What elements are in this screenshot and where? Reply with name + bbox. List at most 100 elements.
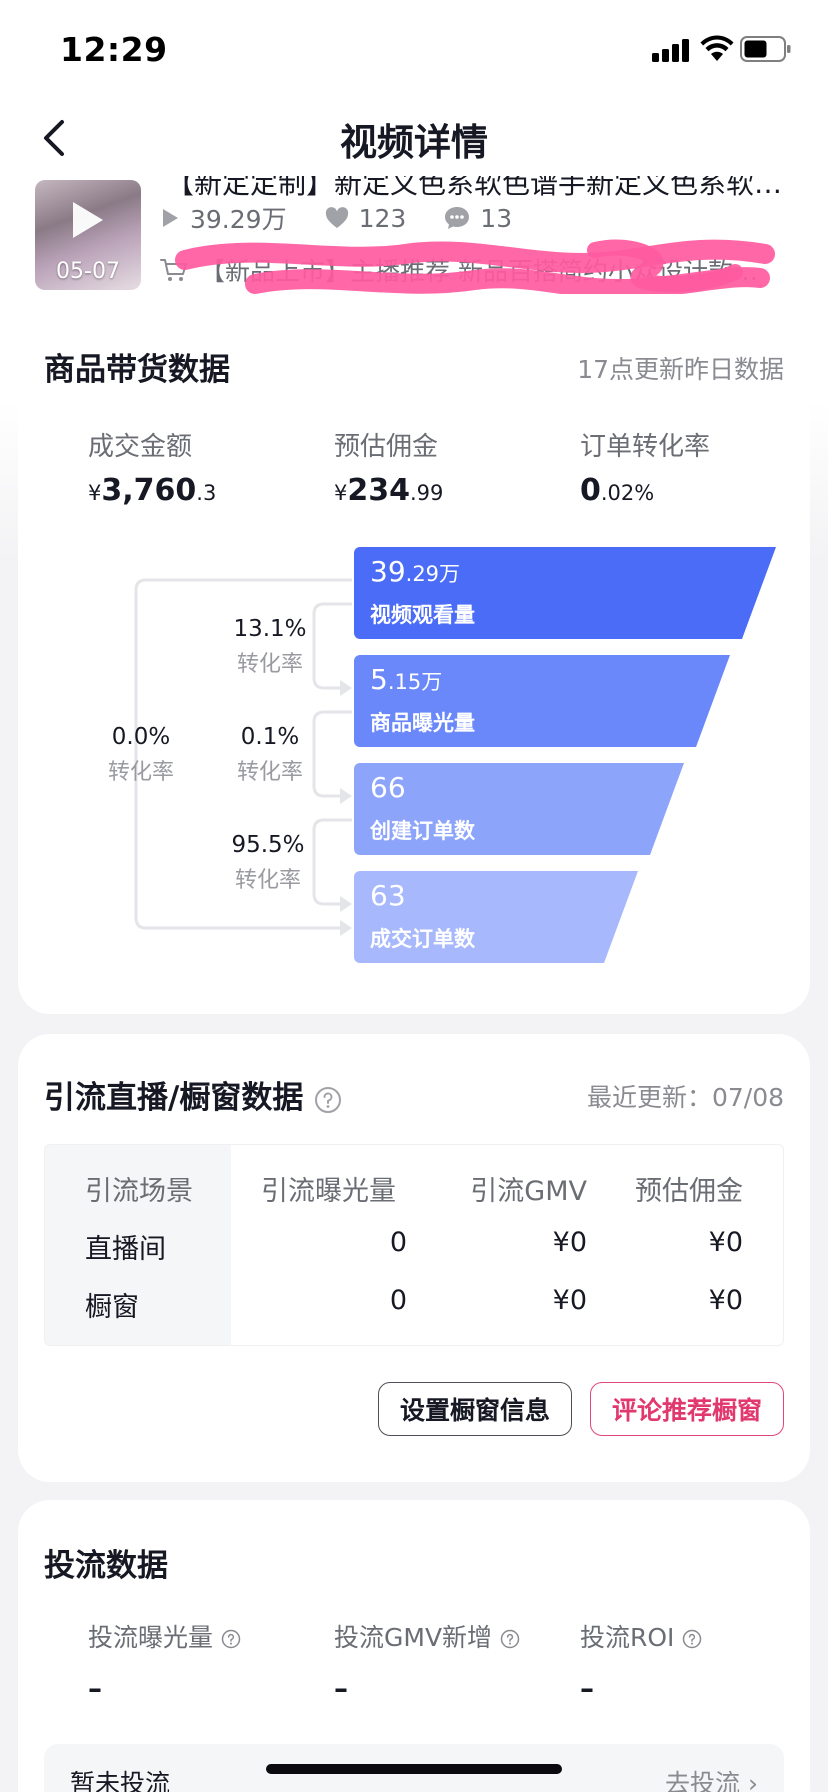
currency-symbol: ¥ (334, 481, 348, 505)
stage-value-fraction: .15万 (387, 670, 443, 694)
stage-value: 63 (370, 879, 406, 912)
comments-stat: 13 (444, 204, 512, 233)
table-header: 预估佣金 (635, 1176, 743, 1207)
comment-icon (445, 207, 470, 229)
metric-value: 0.02% (580, 473, 820, 508)
help-icon[interactable] (314, 1086, 342, 1114)
value-fraction: .99 (410, 481, 444, 505)
ads-data-card: 投流数据 投流曝光量 – 投流GMV新增 – 投流ROI – 暂未投流 去投流 … (18, 1500, 810, 1792)
help-icon[interactable] (500, 1629, 520, 1649)
ads-metric-value: – (580, 1672, 594, 1705)
table-first-column-bg (45, 1145, 231, 1345)
ads-status-text: 暂未投流 (70, 1769, 171, 1792)
thumbnail-date: 05-07 (56, 259, 120, 284)
traffic-title-text: 引流直播/橱窗数据 (44, 1080, 304, 1116)
table-cell: ¥0 (552, 1227, 587, 1258)
arrow-head (340, 680, 352, 696)
stage-value-main: 39 (370, 555, 406, 588)
stage-label: 视频观看量 (370, 603, 475, 627)
likes-count: 123 (358, 203, 407, 233)
metric-value: ¥234.99 (334, 473, 574, 508)
conversion-pct: 0.1% (240, 724, 300, 750)
funnel-stage-orders-created: 66 创建订单数 (354, 763, 684, 855)
ads-section-title: 投流数据 (44, 1548, 168, 1584)
value-fraction: .3 (196, 481, 217, 505)
connector-arrows (340, 680, 352, 936)
stage-label: 创建订单数 (370, 819, 475, 843)
play-icon (73, 202, 103, 238)
conversion-label: 转化率 (236, 760, 303, 785)
page-title: 视频详情 (340, 121, 488, 164)
metric-label: 订单转化率 (580, 432, 711, 462)
connector-lines (134, 578, 352, 930)
traffic-data-card: 引流直播/橱窗数据 最近更新：07/08 引流场景 引流曝光量 引流GMV 预估… (18, 1034, 810, 1482)
set-window-info-button[interactable]: 设置橱窗信息 (378, 1382, 572, 1436)
help-icon[interactable] (221, 1629, 241, 1649)
conversion-step2: 0.1% 转化率 (230, 724, 310, 786)
stage-label: 商品曝光量 (370, 711, 475, 735)
table-cell: 橱窗 (85, 1292, 139, 1323)
table-cell: 0 (389, 1285, 407, 1316)
funnel-stage-orders-completed: 63 成交订单数 (354, 871, 638, 963)
metric-commission: 预估佣金 ¥234.99 (334, 426, 574, 508)
funnel-connectors (134, 578, 352, 936)
ads-metric-value: – (88, 1672, 102, 1705)
ads-metric-gmv: 投流GMV新增 – (334, 1618, 520, 1705)
ads-metric-value: – (334, 1672, 348, 1705)
traffic-table: 引流场景 引流曝光量 引流GMV 预估佣金 直播间 0 ¥0 ¥0 橱窗 0 ¥… (44, 1144, 784, 1346)
conversion-label: 转化率 (107, 760, 174, 785)
go-promote-link[interactable]: 去投流 › (665, 1769, 758, 1792)
comment-recommend-window-button[interactable]: 评论推荐橱窗 (590, 1382, 784, 1436)
value-main: 3,760 (101, 473, 197, 508)
ads-metric-roi: 投流ROI – (580, 1618, 702, 1705)
stage-value-main: 63 (370, 879, 406, 912)
ads-metric-label-text: 投流GMV新增 (334, 1623, 493, 1652)
conversion-pct: 13.1% (233, 616, 307, 642)
value-main: 234 (347, 473, 410, 508)
likes-stat: 123 (325, 203, 407, 233)
stage-label: 成交订单数 (370, 927, 475, 951)
table-cell: ¥0 (552, 1285, 587, 1316)
table-header: 引流曝光量 (261, 1176, 396, 1207)
stage-value: 5.15万 (370, 663, 442, 696)
play-count-icon (163, 209, 178, 227)
video-thumbnail[interactable]: 05-07 (35, 180, 141, 290)
conversion-step3: 95.5% 转化率 (226, 832, 310, 894)
connector-overall (134, 578, 352, 930)
metric-gmv: 成交金额 ¥3,760.3 (88, 426, 328, 508)
cellular-signal-icon (652, 38, 692, 62)
help-icon[interactable] (682, 1629, 702, 1649)
views-count: 39.29万 (190, 205, 287, 234)
status-bar: 12:29 (0, 0, 828, 100)
ads-metric-exposure: 投流曝光量 – (88, 1618, 241, 1705)
stage-value-main: 66 (370, 771, 406, 804)
connector-step1 (312, 602, 352, 690)
ads-metric-label-text: 投流ROI (580, 1623, 675, 1652)
conversion-label: 转化率 (234, 868, 301, 893)
table-header: 引流场景 (85, 1176, 193, 1207)
arrow-head (340, 788, 352, 804)
ads-metric-label-text: 投流曝光量 (88, 1623, 214, 1652)
status-time: 12:29 (60, 30, 168, 69)
goods-update-note: 17点更新昨日数据 (577, 355, 784, 384)
table-cell: ¥0 (708, 1285, 743, 1316)
ads-metric-label: 投流GMV新增 (334, 1618, 520, 1654)
conversion-overall: 0.0% 转化率 (96, 724, 186, 786)
goods-section-title: 商品带货数据 (44, 352, 230, 388)
ads-metric-label: 投流曝光量 (88, 1618, 241, 1654)
metric-label: 成交金额 (88, 432, 193, 462)
conversion-label: 转化率 (236, 652, 303, 677)
traffic-section-title: 引流直播/橱窗数据 (44, 1072, 342, 1117)
value-main: 0 (580, 473, 601, 508)
connector-step3 (312, 818, 352, 906)
traffic-update-note: 最近更新：07/08 (586, 1083, 784, 1112)
conversion-pct: 95.5% (231, 832, 305, 858)
stage-value-fraction: .29万 (405, 562, 461, 586)
back-arrow-icon[interactable] (34, 114, 78, 162)
nav-bar: 视频详情 (0, 100, 828, 176)
stage-value: 39.29万 (370, 555, 460, 588)
table-cell: 直播间 (85, 1234, 166, 1265)
funnel-stage-video-views: 39.29万 视频观看量 (354, 547, 776, 639)
wifi-icon (700, 35, 734, 61)
